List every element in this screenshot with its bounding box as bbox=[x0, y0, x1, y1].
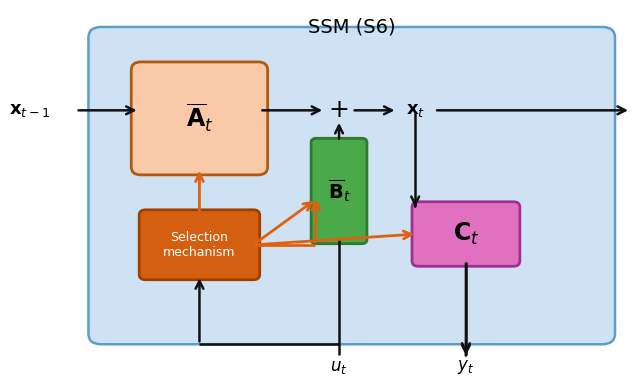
Text: Selection
mechanism: Selection mechanism bbox=[163, 231, 236, 259]
Text: $\overline{\mathbf{A}}_t$: $\overline{\mathbf{A}}_t$ bbox=[186, 102, 213, 134]
FancyBboxPatch shape bbox=[412, 202, 520, 266]
Text: $\mathbf{x}_t$: $\mathbf{x}_t$ bbox=[406, 101, 425, 119]
FancyBboxPatch shape bbox=[131, 62, 268, 175]
FancyBboxPatch shape bbox=[88, 27, 615, 344]
FancyBboxPatch shape bbox=[139, 210, 260, 280]
Text: SSM (S6): SSM (S6) bbox=[308, 18, 396, 36]
Text: $u_t$: $u_t$ bbox=[330, 358, 348, 376]
Text: $\mathbf{C}_t$: $\mathbf{C}_t$ bbox=[452, 221, 479, 247]
Text: $\mathbf{x}_{t-1}$: $\mathbf{x}_{t-1}$ bbox=[9, 101, 50, 119]
Text: $y_t$: $y_t$ bbox=[458, 358, 474, 376]
Text: $\overline{\mathbf{B}}_t$: $\overline{\mathbf{B}}_t$ bbox=[328, 178, 351, 204]
Text: +: + bbox=[328, 98, 349, 122]
FancyBboxPatch shape bbox=[311, 138, 367, 244]
